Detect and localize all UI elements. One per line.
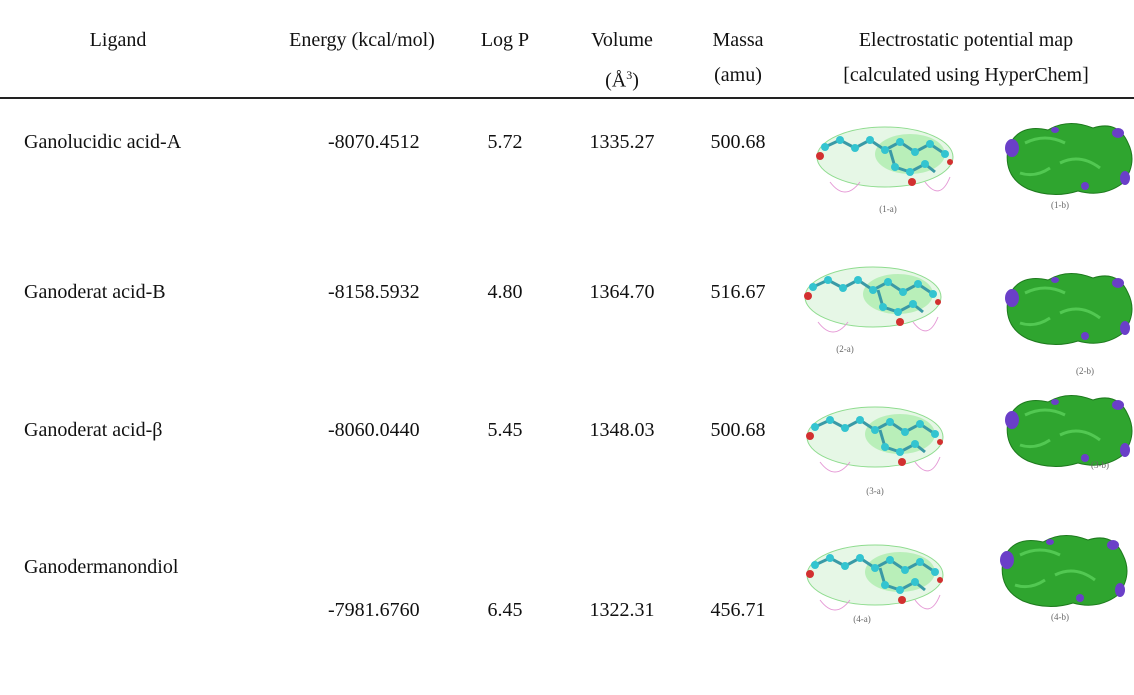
cell-volume: 1364.70 [589, 281, 655, 303]
caption: (1-b) [1051, 200, 1069, 210]
header-map-sub: [calculated using HyperChem] [843, 64, 1089, 86]
cell-logp: 6.45 [487, 599, 523, 621]
map-image [998, 533, 1129, 609]
unit-sup: 3 [626, 68, 633, 82]
cell-ligand: Ganoderat acid-B [24, 281, 166, 303]
unit-text: ) [632, 69, 639, 92]
map-image [1003, 393, 1134, 469]
cell-energy: -7981.6760 [328, 599, 420, 621]
cell-logp: 4.80 [487, 281, 523, 303]
caption: (4-b) [1051, 612, 1069, 622]
map-image [814, 125, 955, 194]
caption: (3-a) [866, 486, 884, 496]
caption: (3-b) [1091, 460, 1109, 470]
cell-logp: 5.45 [487, 419, 523, 441]
cell-massa: 516.67 [710, 281, 766, 303]
cell-energy: -8060.0440 [328, 419, 420, 441]
map-image [804, 543, 945, 612]
header-volume: Volume [591, 29, 653, 51]
header-massa: Massa [712, 29, 764, 51]
unit-text: (Å [605, 69, 627, 92]
cell-energy: -8158.5932 [328, 281, 420, 303]
caption: (1-a) [879, 204, 897, 214]
map-image [1003, 271, 1134, 347]
cell-massa: 456.71 [710, 599, 766, 621]
cell-volume: 1322.31 [589, 599, 655, 621]
cell-ligand: Ganolucidic acid-A [24, 131, 182, 153]
cell-logp: 5.72 [487, 131, 523, 153]
header-logp: Log P [480, 29, 530, 51]
cell-massa: 500.68 [710, 131, 766, 153]
header-rule [0, 97, 1134, 99]
map-image [804, 405, 945, 474]
cell-volume: 1348.03 [589, 419, 655, 441]
map-image [1003, 121, 1134, 197]
cell-energy: -8070.4512 [328, 131, 420, 153]
header-map: Electrostatic potential map [858, 29, 1074, 51]
cell-ligand: Ganodermanondiol [24, 556, 179, 578]
cell-massa: 500.68 [710, 419, 766, 441]
caption: (2-a) [836, 344, 854, 354]
header-energy: Energy (kcal/mol) [289, 29, 435, 51]
cell-volume: 1335.27 [589, 131, 655, 153]
caption: (2-b) [1076, 366, 1094, 376]
cell-ligand: Ganoderat acid-β [24, 419, 163, 441]
map-image [802, 265, 943, 334]
header-volume-unit: (Å3) [605, 63, 639, 93]
header-ligand: Ligand [89, 29, 147, 51]
caption: (4-a) [853, 614, 871, 624]
header-massa-unit: (amu) [714, 64, 762, 86]
